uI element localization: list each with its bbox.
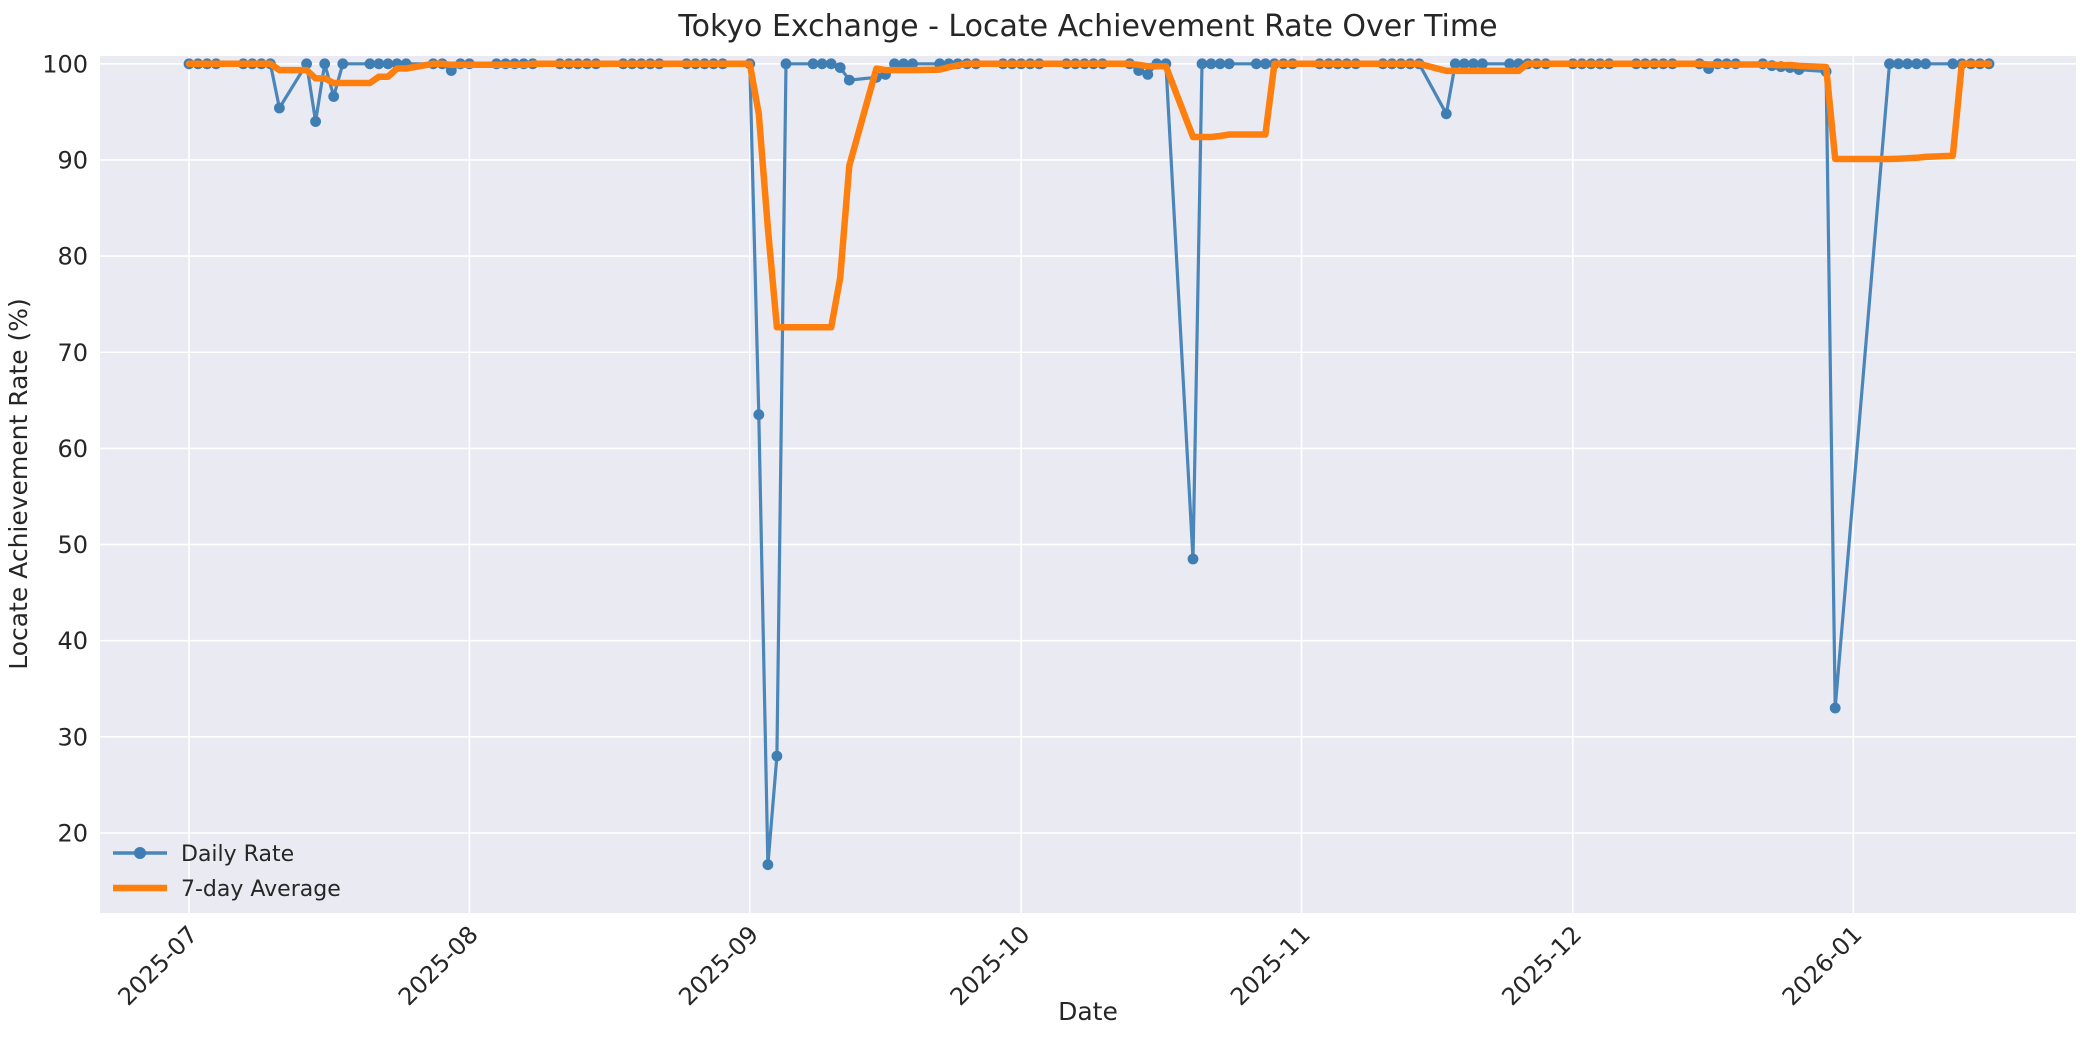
daily-rate-point bbox=[1829, 702, 1841, 714]
daily-rate-point bbox=[825, 58, 837, 70]
x-tick-label: 2025-07 bbox=[113, 920, 204, 1011]
daily-rate-point bbox=[1458, 58, 1470, 70]
daily-rate-point bbox=[753, 409, 765, 421]
daily-rate-point bbox=[373, 58, 385, 70]
daily-rate-point bbox=[301, 58, 312, 70]
y-tick-label: 30 bbox=[57, 723, 88, 751]
daily-rate-point bbox=[1893, 58, 1904, 70]
daily-rate-point bbox=[1911, 58, 1922, 70]
daily-rate-point bbox=[1504, 58, 1515, 70]
daily-rate-point bbox=[328, 91, 340, 102]
daily-rate-point bbox=[1205, 58, 1217, 70]
legend-7day-average-label: 7-day Average bbox=[181, 877, 341, 902]
daily-rate-point bbox=[1260, 58, 1271, 70]
y-tick-label: 90 bbox=[57, 146, 88, 174]
daily-rate-point bbox=[843, 74, 855, 86]
x-tick-label: 2025-08 bbox=[393, 920, 484, 1011]
daily-rate-point bbox=[382, 58, 394, 70]
daily-rate-point bbox=[889, 58, 900, 70]
daily-rate-point bbox=[834, 62, 846, 73]
legend-daily-rate-marker-swatch bbox=[134, 847, 146, 859]
daily-rate-point bbox=[1142, 69, 1154, 80]
daily-rate-point bbox=[1187, 553, 1199, 565]
daily-rate-point bbox=[907, 58, 918, 70]
y-tick-labels: 20 30 40 50 60 70 80 90 100 bbox=[42, 50, 88, 847]
daily-rate-point bbox=[807, 58, 819, 70]
daily-rate-point bbox=[1440, 108, 1452, 120]
y-tick-label: 40 bbox=[57, 627, 88, 655]
daily-rate-point bbox=[1449, 58, 1461, 70]
daily-rate-point bbox=[274, 102, 285, 114]
daily-rate-point bbox=[364, 58, 376, 70]
x-tick-label: 2025-10 bbox=[945, 920, 1036, 1011]
daily-rate-point bbox=[1223, 58, 1235, 70]
daily-rate-point bbox=[780, 58, 792, 70]
daily-rate-point bbox=[1214, 58, 1226, 70]
y-tick-label: 100 bbox=[42, 50, 88, 78]
daily-rate-point bbox=[1920, 58, 1931, 70]
daily-rate-point bbox=[898, 58, 909, 70]
daily-rate-point bbox=[771, 750, 783, 762]
daily-rate-point bbox=[1947, 58, 1959, 70]
y-tick-label: 70 bbox=[57, 339, 88, 367]
daily-rate-point bbox=[1884, 58, 1895, 70]
x-tick-label: 2025-12 bbox=[1496, 920, 1587, 1011]
y-tick-label: 20 bbox=[57, 820, 88, 848]
daily-rate-point bbox=[310, 116, 321, 127]
chart-title: Tokyo Exchange - Locate Achievement Rate… bbox=[677, 9, 1497, 44]
y-axis-label: Locate Achievement Rate (%) bbox=[4, 298, 33, 670]
gridlines bbox=[100, 56, 2076, 913]
daily-rate-point bbox=[1196, 58, 1208, 70]
plot-area bbox=[100, 56, 2076, 913]
daily-rate-point bbox=[762, 859, 774, 871]
legend-daily-rate-label: Daily Rate bbox=[181, 842, 294, 867]
legend: Daily Rate 7-day Average bbox=[113, 842, 341, 902]
x-tick-labels: 2025-07 2025-08 2025-09 2025-10 2025-11 2025-… bbox=[113, 920, 1868, 1011]
daily-rate-point bbox=[1250, 58, 1262, 70]
daily-rate-point bbox=[337, 58, 349, 70]
daily-rate-point bbox=[816, 58, 828, 70]
seven-day-average-line bbox=[185, 60, 1993, 331]
series-lines bbox=[183, 58, 1995, 871]
x-tick-label: 2025-11 bbox=[1225, 920, 1316, 1011]
y-tick-label: 80 bbox=[57, 243, 88, 271]
daily-rate-point bbox=[319, 58, 331, 70]
daily-rate-point bbox=[1477, 58, 1488, 70]
daily-rate-point bbox=[1902, 58, 1913, 70]
daily-rate-point bbox=[1468, 58, 1479, 70]
x-tick-label: 2026-01 bbox=[1777, 920, 1868, 1011]
y-tick-label: 60 bbox=[57, 435, 88, 463]
x-tick-label: 2025-09 bbox=[673, 920, 764, 1011]
y-tick-label: 50 bbox=[57, 531, 88, 559]
x-axis-label: Date bbox=[1058, 997, 1118, 1026]
